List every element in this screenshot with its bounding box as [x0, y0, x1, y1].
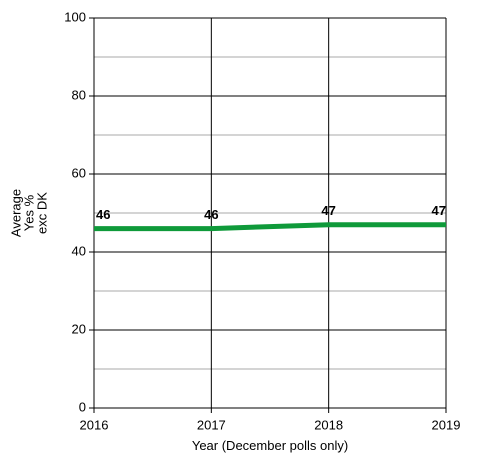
y-axis-label-line: Average	[8, 189, 23, 237]
y-tick-label: 80	[72, 87, 86, 102]
y-tick-label: 100	[64, 9, 86, 24]
x-tick-label: 2019	[432, 417, 461, 432]
line	[94, 222, 446, 232]
x-tick-label: 2017	[197, 417, 226, 432]
y-axis-label-line: Yes %	[21, 194, 36, 231]
x-axis-label: Year (December polls only)	[192, 438, 348, 453]
x-tick-label: 2016	[80, 417, 109, 432]
y-tick-label: 0	[79, 399, 86, 414]
y-tick-label: 20	[72, 321, 86, 336]
y-tick-label: 40	[72, 243, 86, 258]
y-axis-label-line: exc DK	[34, 192, 49, 234]
data-label: 47	[321, 203, 335, 218]
data-label: 46	[96, 207, 110, 222]
data-label: 46	[204, 207, 218, 222]
data-label: 47	[432, 203, 446, 218]
x-tick-label: 2018	[314, 417, 343, 432]
y-tick-label: 60	[72, 165, 86, 180]
